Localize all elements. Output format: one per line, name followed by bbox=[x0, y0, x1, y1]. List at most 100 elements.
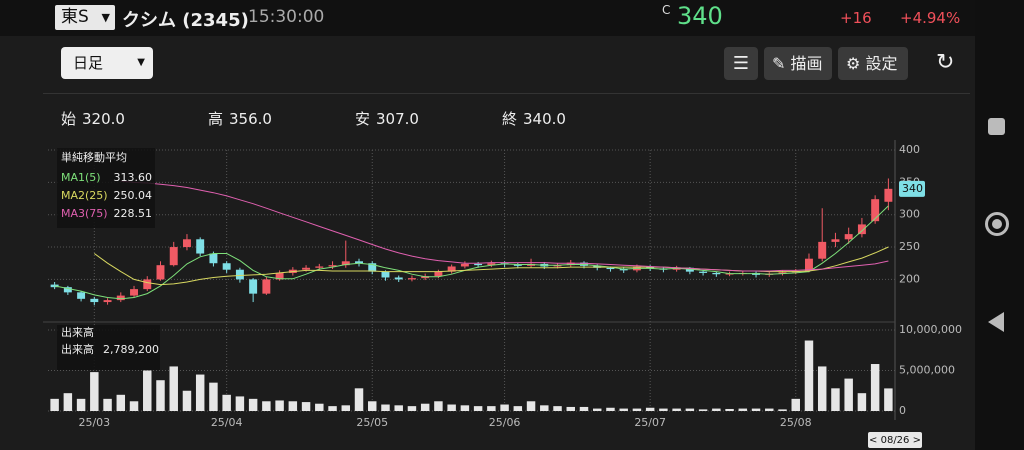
volume-bar bbox=[553, 406, 562, 411]
volume-bar bbox=[632, 408, 642, 411]
volume-bar bbox=[526, 401, 536, 411]
ohlc-value: 356.0 bbox=[229, 110, 272, 128]
candle-body bbox=[844, 234, 853, 240]
candle-body bbox=[474, 263, 483, 266]
cursor-date-box bbox=[868, 432, 922, 448]
candle-body bbox=[196, 239, 205, 254]
candle-body bbox=[130, 289, 138, 296]
ma-line bbox=[54, 205, 889, 300]
volume-bar bbox=[698, 409, 708, 411]
x-tick-label: 25/07 bbox=[634, 416, 666, 429]
volume-bar bbox=[566, 406, 575, 411]
ohlc-item: 安 307.0 bbox=[355, 108, 425, 129]
volume-bar bbox=[460, 405, 470, 411]
price-flag: C bbox=[662, 3, 671, 17]
volume-legend-value: 2,789,200 bbox=[103, 343, 159, 356]
volume-bar bbox=[90, 372, 99, 411]
change: +16 bbox=[840, 9, 872, 27]
candle-body bbox=[434, 271, 443, 277]
volume-bar bbox=[222, 394, 231, 411]
volume-bar bbox=[195, 374, 205, 411]
volume-bar bbox=[156, 380, 165, 411]
price-tag: 340 bbox=[902, 182, 923, 195]
volume-bar bbox=[592, 408, 602, 411]
volume-bar bbox=[672, 408, 681, 411]
volume-bar bbox=[447, 404, 456, 411]
recent-apps[interactable] bbox=[988, 118, 1005, 135]
period: 日足 bbox=[73, 54, 104, 72]
volume-bar bbox=[262, 401, 271, 411]
volume-bar bbox=[831, 388, 840, 411]
nav-bar bbox=[975, 0, 1024, 450]
dropdown-arrow: ▼ bbox=[101, 11, 110, 24]
ohlc-item: 高 356.0 bbox=[208, 108, 278, 129]
candle-body bbox=[778, 272, 787, 274]
volume-tick-label: 0 bbox=[899, 404, 906, 417]
volume-bar bbox=[619, 408, 628, 411]
period-select[interactable]: 日足 ▼ bbox=[61, 47, 153, 79]
candle-body bbox=[315, 266, 324, 268]
candle-body bbox=[116, 295, 125, 301]
volume-legend-box bbox=[57, 325, 160, 370]
settings-button[interactable]: ⚙ 設定 bbox=[838, 47, 908, 80]
volume-tick-label: 10,000,000 bbox=[899, 323, 962, 336]
volume-bar bbox=[315, 403, 324, 411]
volume-bar bbox=[844, 378, 853, 411]
draw-label: 描画 bbox=[790, 54, 823, 73]
volume-bar bbox=[487, 406, 496, 411]
change-pct: +4.94% bbox=[900, 9, 961, 27]
volume-bar bbox=[738, 408, 748, 411]
market-select[interactable]: 東S ▼ bbox=[55, 5, 115, 30]
time: 15:30:00 bbox=[248, 7, 325, 27]
chart: 20025030035040005,000,00010,000,00025/03… bbox=[43, 140, 962, 448]
volume-bar bbox=[778, 409, 787, 411]
volume-bar bbox=[143, 370, 152, 411]
candle-body bbox=[447, 266, 456, 272]
ma-legend-box bbox=[57, 148, 155, 228]
y-tick-label: 200 bbox=[899, 272, 920, 285]
volume-title: 出来高 bbox=[61, 325, 94, 339]
candle-body bbox=[606, 267, 615, 270]
divider bbox=[43, 93, 970, 94]
ohlc-value: 340.0 bbox=[523, 110, 566, 128]
volume-bar bbox=[341, 405, 351, 411]
volume-tick-label: 5,000,000 bbox=[899, 364, 955, 377]
candle-body bbox=[871, 199, 880, 222]
volume-bar bbox=[870, 364, 880, 411]
volume-bar bbox=[169, 366, 178, 411]
y-tick-label: 400 bbox=[899, 143, 920, 156]
volume-bar bbox=[76, 398, 86, 411]
volume-legend-name: 出来高 bbox=[61, 342, 94, 356]
candle-body bbox=[368, 263, 377, 272]
cursor-date: < 08/26 > bbox=[869, 435, 921, 446]
candle-body bbox=[699, 271, 708, 273]
list-button[interactable]: ☰ bbox=[724, 47, 758, 80]
candle-body bbox=[275, 272, 284, 280]
x-tick-label: 25/04 bbox=[211, 416, 243, 429]
volume-bar bbox=[63, 393, 73, 411]
candle-body bbox=[222, 263, 231, 270]
candle-body bbox=[262, 279, 271, 294]
ma-legend-value: 313.60 bbox=[114, 171, 153, 184]
volume-bar bbox=[182, 390, 192, 411]
ohlc-label: 終 bbox=[502, 110, 518, 128]
volume-bar bbox=[354, 388, 364, 411]
home[interactable] bbox=[985, 212, 1009, 236]
volume-bar bbox=[394, 405, 403, 411]
volume-bar bbox=[288, 401, 298, 411]
volume-bar bbox=[407, 406, 417, 411]
volume-bar bbox=[884, 388, 893, 411]
draw-button[interactable]: ✎ 描画 bbox=[764, 47, 832, 80]
volume-bar bbox=[368, 401, 377, 411]
back[interactable] bbox=[988, 312, 1004, 332]
volume-bar bbox=[645, 407, 655, 411]
volume-bar bbox=[804, 340, 814, 411]
candle-body bbox=[553, 265, 562, 267]
settings-label: 設定 bbox=[865, 54, 898, 73]
refresh-button[interactable]: ↻ bbox=[936, 50, 955, 75]
x-tick-label: 25/08 bbox=[780, 416, 812, 429]
ohlc-label: 高 bbox=[208, 110, 224, 128]
volume-bar bbox=[129, 401, 139, 411]
candle-body bbox=[249, 279, 258, 294]
